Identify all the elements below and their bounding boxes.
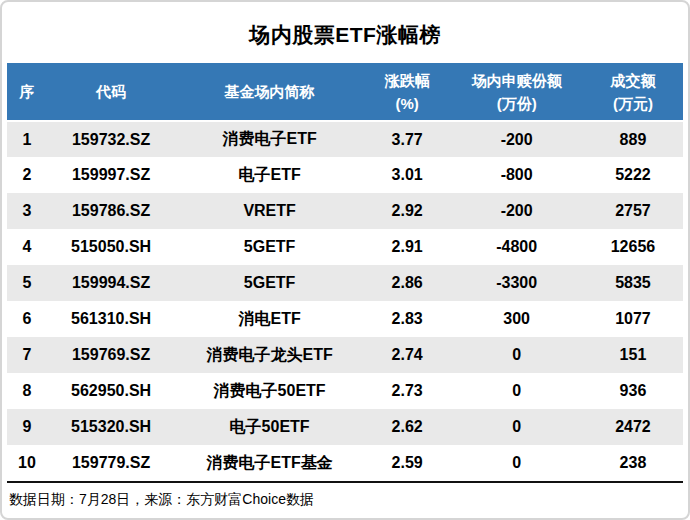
cell-code: 159779.SZ <box>47 445 175 481</box>
column-header-line2: (万元) <box>585 92 681 115</box>
cell-change: 2.92 <box>364 193 451 229</box>
cell-change: 3.01 <box>364 157 451 193</box>
cell-code: 562950.SH <box>47 373 175 409</box>
cell-num: 9 <box>7 409 47 445</box>
cell-name: 电子50ETF <box>175 409 364 445</box>
cell-code: 515320.SH <box>47 409 175 445</box>
cell-name: 电子ETF <box>175 157 364 193</box>
column-header-1: 序 <box>7 63 47 121</box>
table-row: 4515050.SH5GETF2.91-480012656 <box>7 229 683 265</box>
cell-turnover: 12656 <box>583 229 683 265</box>
cell-name: 消费电子50ETF <box>175 373 364 409</box>
table-row: 8562950.SH消费电子50ETF2.730936 <box>7 373 683 409</box>
cell-change: 2.86 <box>364 265 451 301</box>
data-source-note: 数据日期：7月28日，来源：东方财富Choice数据 <box>7 481 683 508</box>
cell-shares: -4800 <box>450 229 582 265</box>
cell-num: 6 <box>7 301 47 337</box>
cell-code: 159769.SZ <box>47 337 175 373</box>
column-header-line1: 场内申赎份额 <box>452 69 580 92</box>
cell-change: 2.59 <box>364 445 451 481</box>
cell-num: 2 <box>7 157 47 193</box>
column-header-line2: (%) <box>366 92 449 115</box>
column-header-6: 成交额(万元) <box>583 63 683 121</box>
table-header: 序代码基金场内简称涨跌幅(%)场内申赎份额(万份)成交额(万元) <box>7 63 683 121</box>
cell-shares: -800 <box>450 157 582 193</box>
cell-shares: 0 <box>450 445 582 481</box>
cell-shares: -3300 <box>450 265 582 301</box>
column-header-4: 涨跌幅(%) <box>364 63 451 121</box>
cell-name: 消费电子龙头ETF <box>175 337 364 373</box>
cell-code: 159997.SZ <box>47 157 175 193</box>
cell-shares: 0 <box>450 373 582 409</box>
cell-turnover: 889 <box>583 121 683 157</box>
column-header-line2: (万份) <box>452 92 580 115</box>
cell-code: 159732.SZ <box>47 121 175 157</box>
cell-shares: 0 <box>450 337 582 373</box>
etf-ranking-table: 序代码基金场内简称涨跌幅(%)场内申赎份额(万份)成交额(万元) 1159732… <box>7 63 683 481</box>
cell-code: 159786.SZ <box>47 193 175 229</box>
header-row: 序代码基金场内简称涨跌幅(%)场内申赎份额(万份)成交额(万元) <box>7 63 683 121</box>
table-row: 5159994.SZ5GETF2.86-33005835 <box>7 265 683 301</box>
cell-num: 8 <box>7 373 47 409</box>
cell-change: 2.62 <box>364 409 451 445</box>
table-row: 7159769.SZ消费电子龙头ETF2.740151 <box>7 337 683 373</box>
cell-shares: -200 <box>450 193 582 229</box>
cell-change: 2.74 <box>364 337 451 373</box>
cell-code: 561310.SH <box>47 301 175 337</box>
cell-turnover: 936 <box>583 373 683 409</box>
column-header-line1: 基金场内简称 <box>177 80 362 103</box>
column-header-3: 基金场内简称 <box>175 63 364 121</box>
cell-code: 159994.SZ <box>47 265 175 301</box>
cell-turnover: 2757 <box>583 193 683 229</box>
cell-turnover: 5835 <box>583 265 683 301</box>
cell-change: 2.83 <box>364 301 451 337</box>
table-row: 1159732.SZ消费电子ETF3.77-200889 <box>7 121 683 157</box>
cell-num: 10 <box>7 445 47 481</box>
etf-ranking-card: 场内股票ETF涨幅榜 序代码基金场内简称涨跌幅(%)场内申赎份额(万份)成交额(… <box>0 0 690 520</box>
page-title: 场内股票ETF涨幅榜 <box>7 4 683 63</box>
table-body: 1159732.SZ消费电子ETF3.77-2008892159997.SZ电子… <box>7 121 683 481</box>
cell-name: 5GETF <box>175 229 364 265</box>
cell-name: 消电ETF <box>175 301 364 337</box>
cell-num: 7 <box>7 337 47 373</box>
cell-change: 3.77 <box>364 121 451 157</box>
cell-num: 5 <box>7 265 47 301</box>
table-row: 9515320.SH电子50ETF2.6202472 <box>7 409 683 445</box>
cell-name: 5GETF <box>175 265 364 301</box>
cell-turnover: 238 <box>583 445 683 481</box>
cell-turnover: 5222 <box>583 157 683 193</box>
cell-shares: -200 <box>450 121 582 157</box>
cell-name: 消费电子ETF基金 <box>175 445 364 481</box>
column-header-2: 代码 <box>47 63 175 121</box>
cell-num: 4 <box>7 229 47 265</box>
cell-code: 515050.SH <box>47 229 175 265</box>
cell-num: 1 <box>7 121 47 157</box>
cell-change: 2.91 <box>364 229 451 265</box>
cell-turnover: 2472 <box>583 409 683 445</box>
cell-num: 3 <box>7 193 47 229</box>
column-header-line1: 成交额 <box>585 69 681 92</box>
table-row: 2159997.SZ电子ETF3.01-8005222 <box>7 157 683 193</box>
column-header-line1: 涨跌幅 <box>366 69 449 92</box>
cell-shares: 0 <box>450 409 582 445</box>
column-header-line1: 序 <box>9 80 45 103</box>
column-header-5: 场内申赎份额(万份) <box>450 63 582 121</box>
table-row: 10159779.SZ消费电子ETF基金2.590238 <box>7 445 683 481</box>
cell-shares: 300 <box>450 301 582 337</box>
table-row: 6561310.SH消电ETF2.833001077 <box>7 301 683 337</box>
cell-change: 2.73 <box>364 373 451 409</box>
cell-turnover: 151 <box>583 337 683 373</box>
cell-name: VRETF <box>175 193 364 229</box>
cell-name: 消费电子ETF <box>175 121 364 157</box>
table-row: 3159786.SZVRETF2.92-2002757 <box>7 193 683 229</box>
cell-turnover: 1077 <box>583 301 683 337</box>
column-header-line1: 代码 <box>49 80 173 103</box>
